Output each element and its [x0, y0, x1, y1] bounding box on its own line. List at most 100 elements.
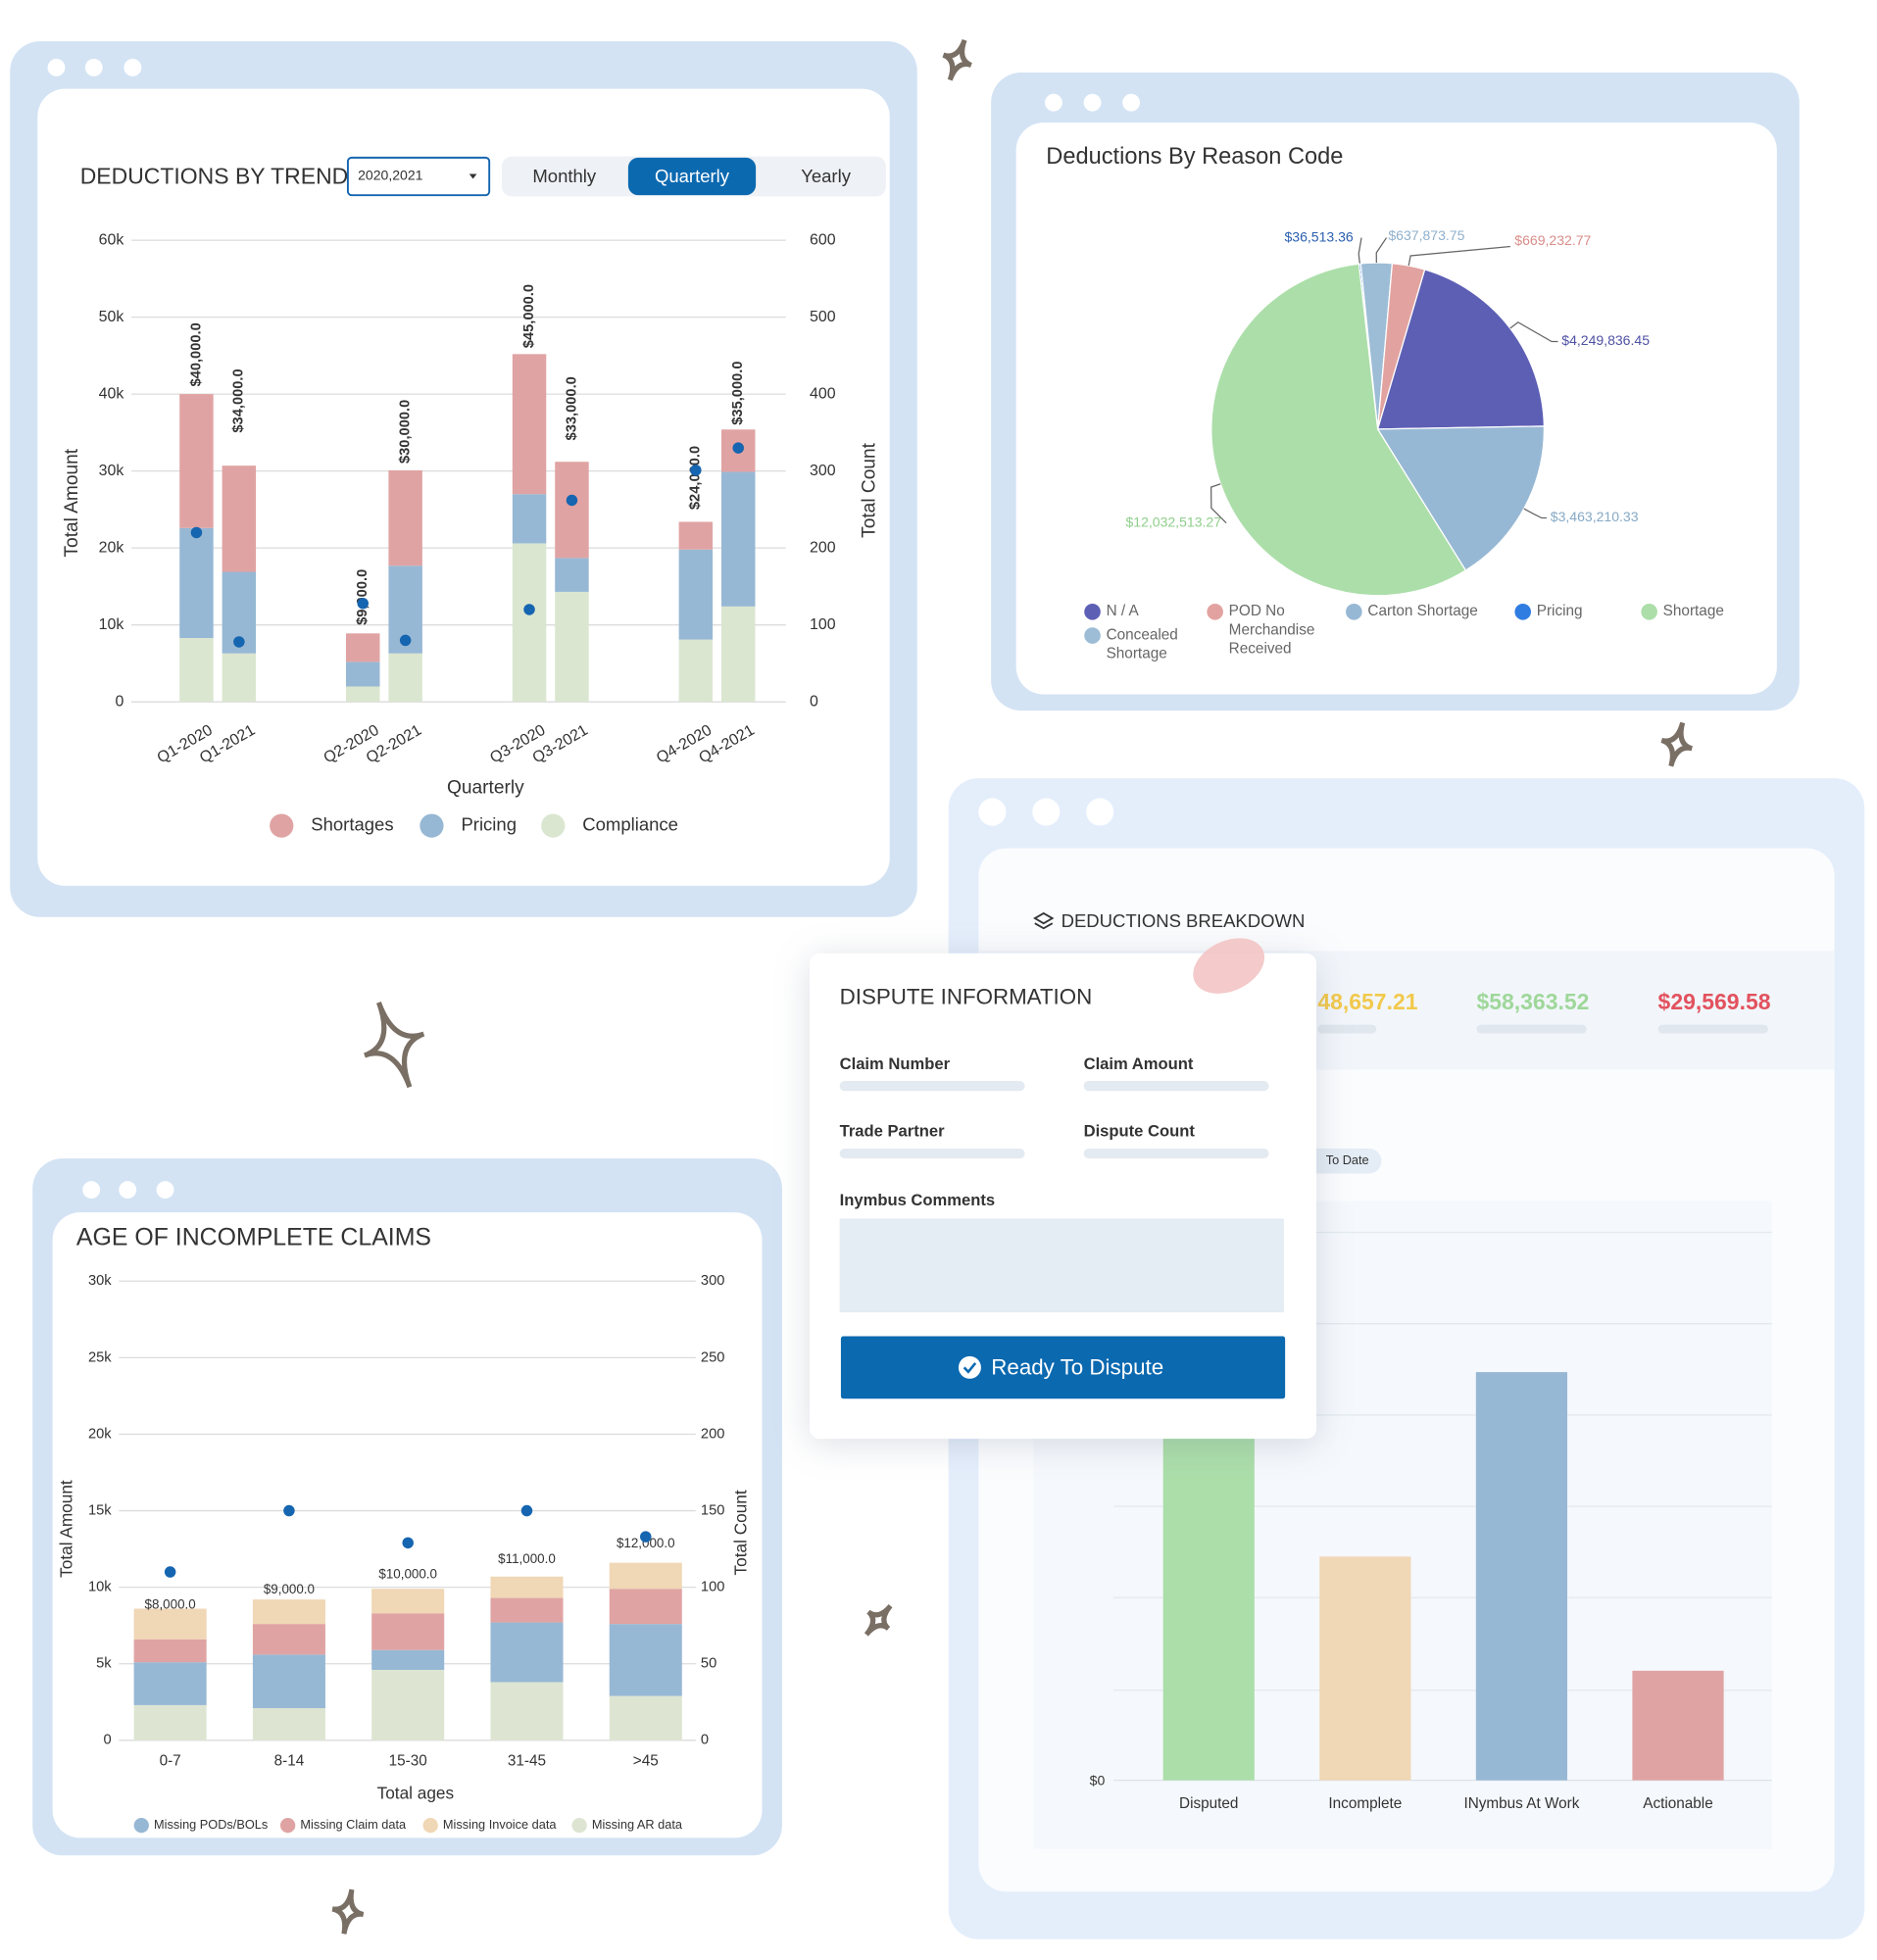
bar-segment — [555, 558, 589, 592]
x-tick-label: 8-14 — [274, 1753, 305, 1770]
window-dot — [1045, 93, 1062, 112]
slice-label: $637,873.75 — [1388, 227, 1464, 243]
y-axis-title: Total Amount — [56, 1480, 75, 1578]
decor-blob — [1193, 938, 1265, 994]
total-label: $24,000.0 — [688, 446, 704, 510]
total-label: $8,000.0 — [145, 1597, 196, 1612]
y-tick-label: 10k — [99, 616, 124, 633]
kpi-value: $58,363.52 — [1476, 989, 1589, 1014]
x-tick-label: >45 — [633, 1753, 659, 1770]
total-label: $45,000.0 — [521, 284, 537, 348]
field-placeholder — [839, 1148, 1025, 1159]
x-axis-title: Quarterly — [447, 777, 524, 798]
tab-label[interactable]: Monthly — [532, 166, 597, 186]
x-tick-label: 15-30 — [389, 1753, 427, 1770]
legend-swatch — [1207, 603, 1223, 620]
y2-tick-label: 50 — [701, 1656, 716, 1672]
kpi-placeholder — [1476, 1024, 1587, 1034]
y-tick-label: 25k — [88, 1349, 112, 1365]
chart-title: DEDUCTIONS BY TREND — [80, 163, 349, 188]
year-select-label: 2020,2021 — [358, 168, 423, 183]
y-tick-label: 50k — [99, 309, 124, 325]
pie-slice — [1210, 263, 1467, 597]
y2-tick-label: 0 — [810, 693, 818, 710]
year-select[interactable] — [346, 156, 491, 197]
total-label: $9,000.0 — [355, 569, 370, 625]
y-tick-label: 40k — [99, 385, 124, 402]
y2-axis-title: Total Count — [859, 442, 879, 537]
bar-segment — [388, 469, 422, 566]
bar-segment — [490, 1597, 564, 1623]
comments-box[interactable] — [839, 1218, 1284, 1313]
y2-tick-label: 200 — [810, 539, 836, 556]
y2-tick-label: 400 — [810, 385, 836, 402]
layers-icon — [1033, 911, 1055, 930]
y2-tick-label: 250 — [701, 1349, 724, 1365]
field-placeholder — [839, 1081, 1025, 1092]
y-tick-label: 15k — [88, 1502, 112, 1518]
tab-active[interactable] — [627, 157, 757, 196]
bar-segment — [678, 549, 714, 640]
window-dot — [1086, 798, 1114, 826]
star — [331, 1888, 365, 1935]
count-dot — [566, 494, 578, 507]
bar-segment — [133, 1704, 207, 1740]
dispute-button[interactable] — [840, 1336, 1286, 1399]
bar-segment — [222, 466, 257, 572]
y-tick-label: 0 — [116, 693, 124, 710]
window-dot — [82, 1181, 101, 1200]
slice-label: $3,463,210.33 — [1551, 509, 1639, 524]
legend-label: Pricing — [1537, 602, 1583, 619]
count-dot — [357, 597, 369, 610]
legend-swatch — [1084, 603, 1101, 620]
tab-label[interactable]: Yearly — [801, 166, 851, 186]
count-dot — [640, 1531, 652, 1543]
bar-segment — [490, 1576, 564, 1598]
bar-segment — [609, 1589, 682, 1625]
y-tick-label: 10k — [88, 1580, 112, 1595]
star — [363, 1001, 425, 1089]
legend-swatch — [420, 813, 444, 838]
check-icon — [963, 1362, 977, 1374]
legend-text: Concealed Shortage — [1106, 625, 1178, 662]
total-label: $35,000.0 — [730, 361, 746, 424]
select-caret — [469, 173, 477, 179]
bar-segment — [179, 527, 214, 639]
count-dot — [399, 634, 412, 647]
bar-segment — [490, 1622, 564, 1683]
bar-segment — [678, 521, 714, 550]
tab-label[interactable]: Quarterly — [655, 166, 730, 186]
bar-segment — [252, 1599, 325, 1625]
bar-segment — [252, 1654, 325, 1709]
legend-text: N / A — [1106, 602, 1139, 619]
legend-text: POD No Merchandise Received — [1228, 602, 1315, 658]
slice-label: $669,232.77 — [1514, 232, 1591, 248]
legend-label: Missing Claim data — [300, 1817, 407, 1832]
bar-segment — [346, 686, 380, 703]
window-dot — [84, 59, 103, 76]
window-dot — [1122, 93, 1141, 112]
field-placeholder — [1083, 1081, 1269, 1092]
leader-line — [1509, 321, 1558, 343]
total-label: $40,000.0 — [188, 322, 204, 386]
leader-line — [1408, 245, 1510, 267]
y-axis-title: Total Amount — [62, 448, 82, 557]
legend-label: POD No Merchandise Received — [1228, 602, 1315, 658]
kpi-placeholder — [1657, 1024, 1768, 1034]
legend-label: Shortages — [311, 813, 393, 834]
total-label: $34,000.0 — [231, 368, 247, 432]
bar — [1319, 1556, 1411, 1781]
bar-segment — [179, 638, 214, 703]
window-dot — [1032, 798, 1061, 826]
legend-label: Compliance — [582, 813, 678, 834]
y2-axis-title: Total Count — [731, 1490, 751, 1575]
count-dot — [190, 526, 203, 539]
bar-segment — [346, 662, 380, 687]
bar-segment — [252, 1624, 325, 1655]
y-tick-label: 20k — [88, 1426, 112, 1442]
legend-label: Shortage — [1663, 602, 1724, 619]
total-label: $12,000.0 — [617, 1536, 675, 1550]
star — [942, 38, 972, 81]
legend-label: Missing PODs/BOLs — [154, 1817, 268, 1832]
